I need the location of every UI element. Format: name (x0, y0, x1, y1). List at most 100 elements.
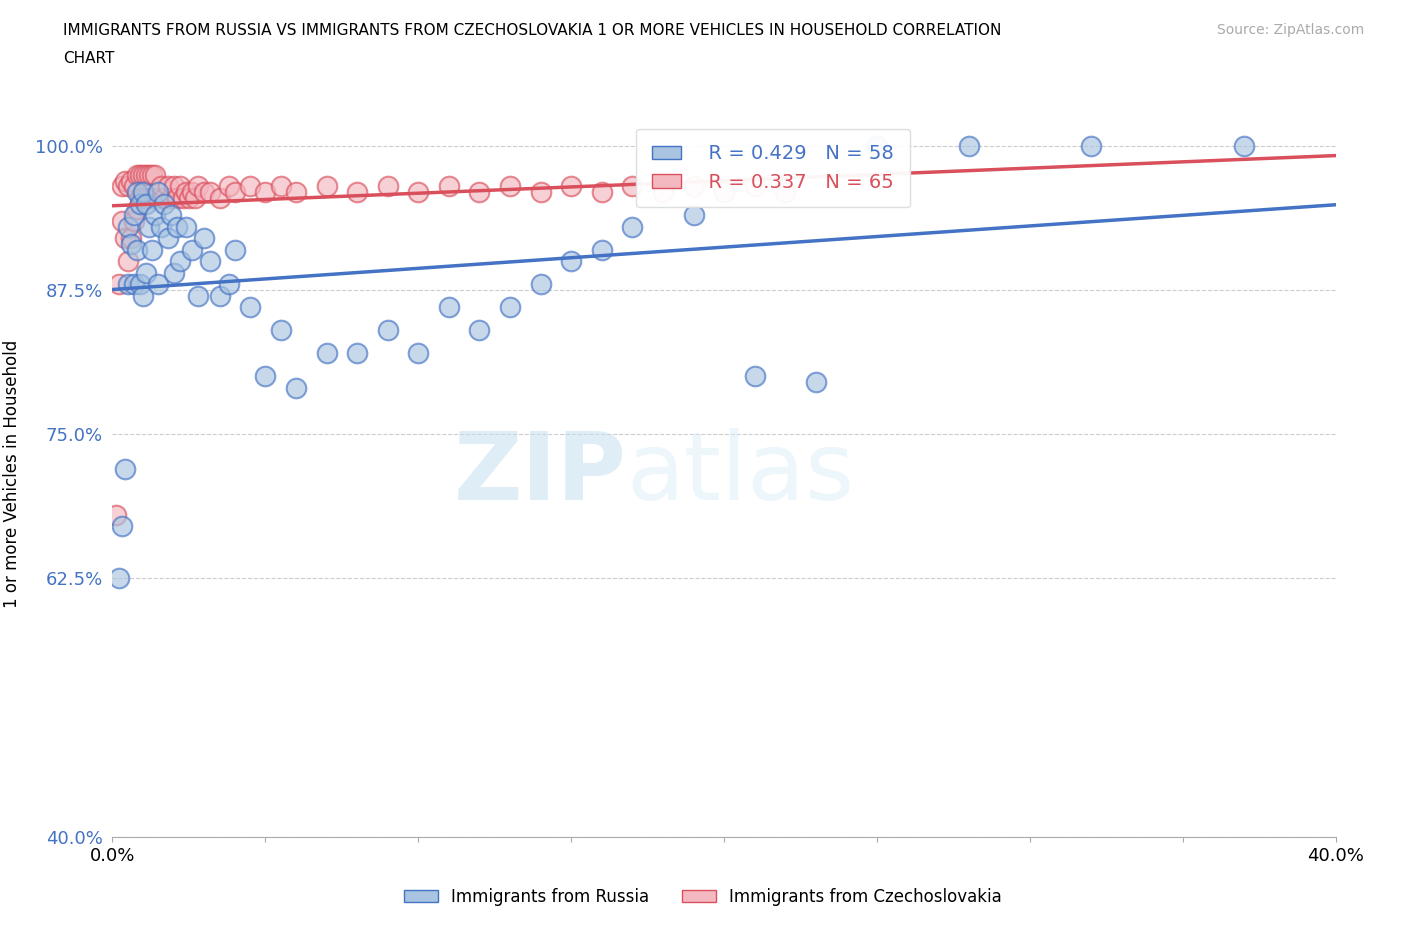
Point (408, 346, 430, 361)
Point (437, 179, 460, 193)
Point (254, 185, 277, 200)
Point (270, 179, 292, 193)
Text: IMMIGRANTS FROM RUSSIA VS IMMIGRANTS FROM CZECHOSLOVAKIA 1 OR MORE VEHICLES IN H: IMMIGRANTS FROM RUSSIA VS IMMIGRANTS FRO… (63, 23, 1001, 38)
Point (132, 185, 155, 200)
Point (177, 191, 200, 206)
Point (132, 288, 155, 303)
Point (150, 219, 173, 234)
Point (125, 167, 148, 182)
Point (129, 167, 152, 182)
Point (315, 179, 337, 193)
Point (132, 191, 155, 206)
Point (114, 173, 136, 188)
Point (120, 236, 142, 251)
Point (111, 519, 134, 534)
Point (125, 185, 148, 200)
Point (125, 243, 148, 258)
Point (270, 323, 292, 338)
Point (150, 179, 173, 193)
Point (530, 185, 553, 200)
Point (114, 231, 136, 246)
Point (153, 196, 176, 211)
Point (125, 202, 148, 217)
Point (437, 299, 460, 314)
Point (193, 185, 215, 200)
Point (156, 179, 179, 193)
Point (169, 179, 191, 193)
Point (744, 369, 766, 384)
Point (135, 265, 157, 280)
Point (218, 179, 240, 193)
Point (143, 207, 166, 222)
Point (143, 167, 166, 182)
Point (218, 277, 240, 292)
Point (138, 219, 160, 234)
Point (156, 231, 179, 246)
Legend:   R = 0.429   N = 58,   R = 0.337   N = 65: R = 0.429 N = 58, R = 0.337 N = 65 (636, 128, 910, 207)
Point (187, 179, 209, 193)
Point (591, 185, 613, 200)
Point (141, 167, 163, 182)
Point (129, 196, 152, 211)
Point (284, 185, 308, 200)
Point (174, 219, 197, 234)
Point (129, 277, 152, 292)
Point (193, 231, 215, 246)
Point (114, 461, 136, 476)
Point (560, 254, 582, 269)
Point (284, 380, 308, 395)
Point (254, 369, 277, 384)
Point (499, 179, 522, 193)
Point (187, 288, 209, 303)
Point (775, 185, 797, 200)
Legend: Immigrants from Russia, Immigrants from Czechoslovakia: Immigrants from Russia, Immigrants from … (398, 881, 1008, 912)
Text: ZIP: ZIP (453, 429, 626, 520)
Point (129, 191, 152, 206)
Point (122, 179, 145, 193)
Point (682, 207, 704, 222)
Point (117, 179, 139, 193)
Point (682, 179, 704, 193)
Point (315, 346, 337, 361)
Point (111, 214, 134, 229)
Point (181, 185, 204, 200)
Point (122, 207, 145, 222)
Point (652, 185, 675, 200)
Point (239, 179, 262, 193)
Point (143, 191, 166, 206)
Point (744, 179, 766, 193)
Text: CHART: CHART (63, 51, 115, 66)
Point (499, 299, 522, 314)
Point (174, 185, 197, 200)
Text: Source: ZipAtlas.com: Source: ZipAtlas.com (1216, 23, 1364, 37)
Point (148, 191, 170, 206)
Point (172, 191, 194, 206)
Point (120, 173, 142, 188)
Point (713, 185, 735, 200)
Point (153, 191, 176, 206)
Point (239, 299, 262, 314)
Point (224, 185, 246, 200)
Point (138, 167, 160, 182)
Point (169, 254, 191, 269)
Point (159, 207, 181, 222)
Point (107, 277, 129, 292)
Point (591, 243, 613, 258)
Point (408, 185, 430, 200)
Point (117, 277, 139, 292)
Point (141, 243, 163, 258)
Point (1233, 139, 1256, 153)
Point (135, 191, 157, 206)
Point (530, 277, 553, 292)
Point (866, 139, 889, 153)
Y-axis label: 1 or more Vehicles in Household: 1 or more Vehicles in Household (3, 340, 21, 608)
Point (377, 179, 399, 193)
Point (135, 167, 157, 182)
Point (159, 191, 181, 206)
Point (141, 191, 163, 206)
Point (804, 375, 827, 390)
Point (122, 214, 145, 229)
Point (200, 254, 222, 269)
Point (148, 185, 170, 200)
Point (208, 288, 231, 303)
